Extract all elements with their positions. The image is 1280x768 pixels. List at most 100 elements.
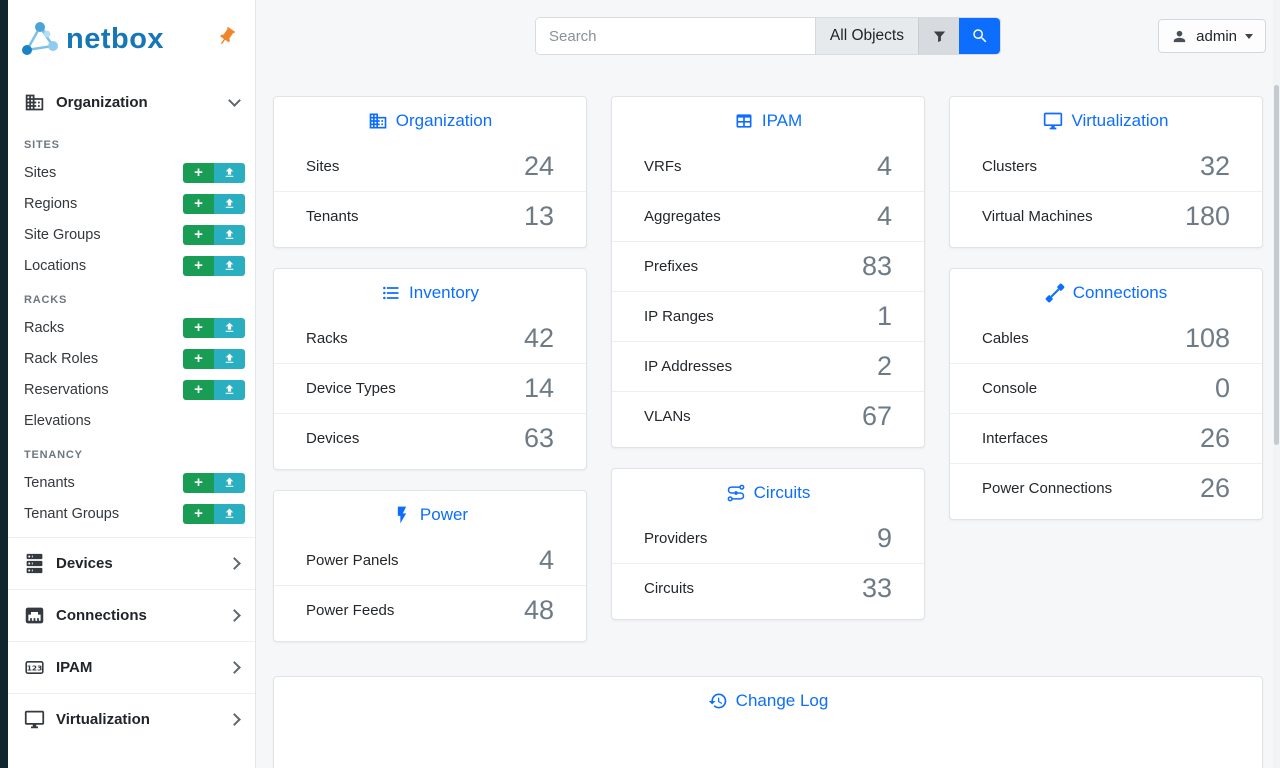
add-button[interactable]: +	[183, 193, 214, 214]
card-virtualization: Virtualization Clusters 32 Virtual Machi…	[949, 96, 1263, 248]
stat-label[interactable]: Power Connections	[982, 480, 1113, 497]
sidebar-group-organization[interactable]: Organization	[8, 78, 255, 126]
item-actions: +	[183, 255, 245, 276]
stat-label[interactable]: Cables	[982, 329, 1029, 347]
sidebar-group-virtualization[interactable]: Virtualization	[8, 693, 255, 745]
sidebar-group-devices[interactable]: Devices	[8, 537, 255, 589]
sidebar-item-reservations: Reservations +	[8, 374, 255, 405]
add-button[interactable]: +	[183, 503, 214, 524]
stat-value: 63	[523, 423, 554, 453]
card-title-link[interactable]: Organization	[395, 111, 493, 130]
stat-value: 1	[876, 301, 892, 331]
scrollbar-thumb[interactable]	[1274, 85, 1279, 445]
import-button[interactable]	[214, 255, 245, 276]
stat-label[interactable]: Clusters	[982, 157, 1038, 175]
stat-label[interactable]: VLANs	[644, 408, 691, 425]
stat-label[interactable]: Tenants	[306, 208, 359, 225]
card-title-link[interactable]: Change Log	[735, 691, 829, 710]
sidebar-link[interactable]: Locations	[24, 257, 87, 274]
stat-label[interactable]: Racks	[306, 329, 348, 347]
add-button[interactable]: +	[183, 162, 214, 183]
sidebar-group-ipam[interactable]: 123 IPAM	[8, 641, 255, 693]
search-input[interactable]	[536, 18, 815, 54]
card-title-link[interactable]: Connections	[1072, 283, 1168, 302]
sidebar-link[interactable]: Rack Roles	[24, 350, 99, 367]
card-power: Power Power Panels 4 Power Feeds 48	[273, 490, 587, 642]
all-objects-button[interactable]: All Objects	[814, 18, 918, 54]
import-button[interactable]	[214, 503, 245, 524]
sidebar-link[interactable]: Sites	[24, 164, 57, 181]
import-button[interactable]	[214, 472, 245, 493]
stat-label[interactable]: Aggregates	[644, 208, 721, 225]
import-button[interactable]	[214, 317, 245, 338]
logo-mark-icon	[22, 22, 58, 55]
stat-row-vlans: VLANs 67	[612, 391, 924, 441]
import-button[interactable]	[214, 224, 245, 245]
add-button[interactable]: +	[183, 472, 214, 493]
flash-icon	[397, 506, 407, 524]
card-title-link[interactable]: Power	[419, 505, 469, 524]
sidebar-link[interactable]: Tenants	[24, 474, 75, 491]
stat-label[interactable]: Interfaces	[982, 430, 1048, 447]
netbox-logo[interactable]: netbox	[8, 0, 255, 78]
add-button[interactable]: +	[183, 348, 214, 369]
sidebar-link[interactable]: Tenant Groups	[24, 505, 120, 522]
stat-label[interactable]: Prefixes	[644, 258, 699, 275]
add-button[interactable]: +	[183, 317, 214, 338]
stat-row-virtual-machines: Virtual Machines 180	[950, 191, 1262, 241]
sidebar-link[interactable]: Site Groups	[24, 226, 101, 243]
stat-label[interactable]: VRFs	[644, 157, 682, 175]
add-button[interactable]: +	[183, 224, 214, 245]
import-button[interactable]	[214, 162, 245, 183]
card-title-link[interactable]: Inventory	[409, 283, 479, 302]
stat-label[interactable]: Device Types	[306, 380, 396, 397]
add-button[interactable]: +	[183, 379, 214, 400]
card-title-link[interactable]: Circuits	[753, 483, 811, 502]
chevron-right-icon	[228, 713, 241, 726]
group-label: IPAM	[56, 659, 93, 676]
stat-row-device-types: Device Types 14	[274, 363, 586, 413]
add-button[interactable]: +	[183, 255, 214, 276]
search-button[interactable]	[959, 18, 1000, 54]
stat-label[interactable]: Power Panels	[306, 551, 399, 569]
item-actions: +	[183, 224, 245, 245]
scrollbar[interactable]	[1273, 0, 1280, 768]
stat-label[interactable]: IP Addresses	[644, 358, 733, 375]
card-title: Connections	[950, 269, 1262, 313]
stat-label[interactable]: Power Feeds	[306, 602, 395, 619]
sidebar-link[interactable]: Regions	[24, 195, 78, 212]
stat-label[interactable]: Providers	[644, 529, 708, 547]
card-title-link[interactable]: Virtualization	[1071, 111, 1169, 130]
card-title-link[interactable]: IPAM	[761, 111, 803, 130]
stat-label[interactable]: Virtual Machines	[982, 208, 1093, 225]
sidebar-link[interactable]: Reservations	[24, 381, 109, 398]
monitor-icon	[24, 710, 45, 729]
stat-label[interactable]: IP Ranges	[644, 308, 714, 325]
upload-icon	[225, 322, 234, 332]
user-icon	[1173, 30, 1186, 42]
stat-label[interactable]: Sites	[306, 157, 340, 175]
sidebar-item-sites: Sites +	[8, 157, 255, 188]
sidebar-item-regions: Regions +	[8, 188, 255, 219]
stat-label[interactable]: Devices	[306, 430, 360, 447]
stat-label[interactable]: Console	[982, 380, 1038, 397]
card-organization: Organization Sites 24 Tenants 13	[273, 96, 587, 248]
user-menu-button[interactable]: admin	[1158, 19, 1266, 53]
stat-value: 4	[876, 201, 892, 231]
import-button[interactable]	[214, 379, 245, 400]
sidebar-link[interactable]: Racks	[24, 319, 65, 336]
stat-label[interactable]: Circuits	[644, 580, 695, 597]
sidebar-item-locations: Locations +	[8, 250, 255, 281]
stat-row-power-panels: Power Panels 4	[274, 535, 586, 585]
section-header-sites: SITES	[24, 139, 60, 151]
dashboard-column-1: Organization Sites 24 Tenants 13	[273, 96, 587, 642]
item-actions: +	[183, 503, 245, 524]
filter-button[interactable]	[918, 18, 959, 54]
building-icon	[25, 94, 44, 110]
stat-row-circuits: Circuits 33	[612, 563, 924, 613]
sidebar-link[interactable]: Elevations	[24, 412, 91, 429]
sidebar-group-connections[interactable]: Connections	[8, 589, 255, 641]
import-button[interactable]	[214, 193, 245, 214]
import-button[interactable]	[214, 348, 245, 369]
pin-sidebar-button[interactable]	[216, 26, 237, 47]
